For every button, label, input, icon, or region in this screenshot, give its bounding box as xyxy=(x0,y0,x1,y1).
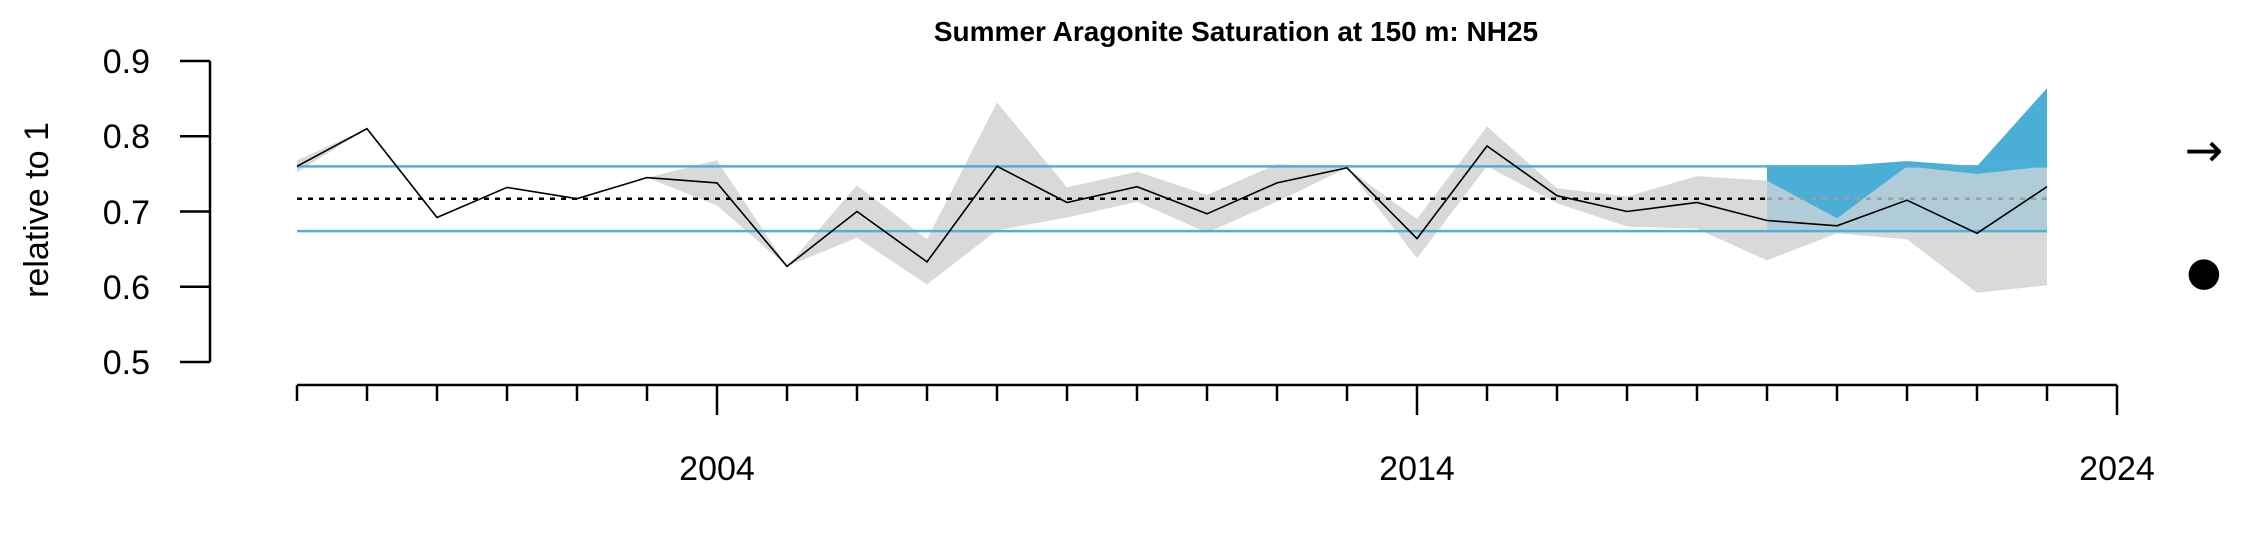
recent-window-group xyxy=(1767,88,2047,232)
chart-title: Summer Aragonite Saturation at 150 m: NH… xyxy=(934,16,1538,47)
uncertainty-ribbon-group xyxy=(297,88,2047,293)
mean-dot-icon: ● xyxy=(2187,249,2222,295)
y-tick-label: 0.9 xyxy=(103,43,150,81)
data-line-group xyxy=(296,127,2048,268)
y-tick-label: 0.7 xyxy=(103,194,150,232)
data-line xyxy=(296,127,2048,268)
reference-lines-group xyxy=(297,165,2047,233)
x-axis xyxy=(295,383,2119,415)
y-axis xyxy=(180,59,212,364)
x-tick-label: 2014 xyxy=(1379,450,1455,488)
y-tick-label: 0.6 xyxy=(103,269,150,307)
x-tick-labels: 2004 2014 2024 xyxy=(679,450,2155,488)
x-tick-label: 2024 xyxy=(2079,450,2155,488)
x-tick-label: 2004 xyxy=(679,450,755,488)
y-tick-labels: 0.5 0.6 0.7 0.8 0.9 xyxy=(103,43,150,382)
y-tick-label: 0.8 xyxy=(103,118,150,156)
y-axis-title: relative to 1 xyxy=(18,122,56,298)
plot-area xyxy=(296,88,2048,293)
uncertainty-ribbon xyxy=(297,88,2047,293)
above-sd-fill xyxy=(1767,88,2047,219)
y-tick-label: 0.5 xyxy=(103,344,150,382)
trend-arrow-icon: → xyxy=(2185,123,2224,177)
